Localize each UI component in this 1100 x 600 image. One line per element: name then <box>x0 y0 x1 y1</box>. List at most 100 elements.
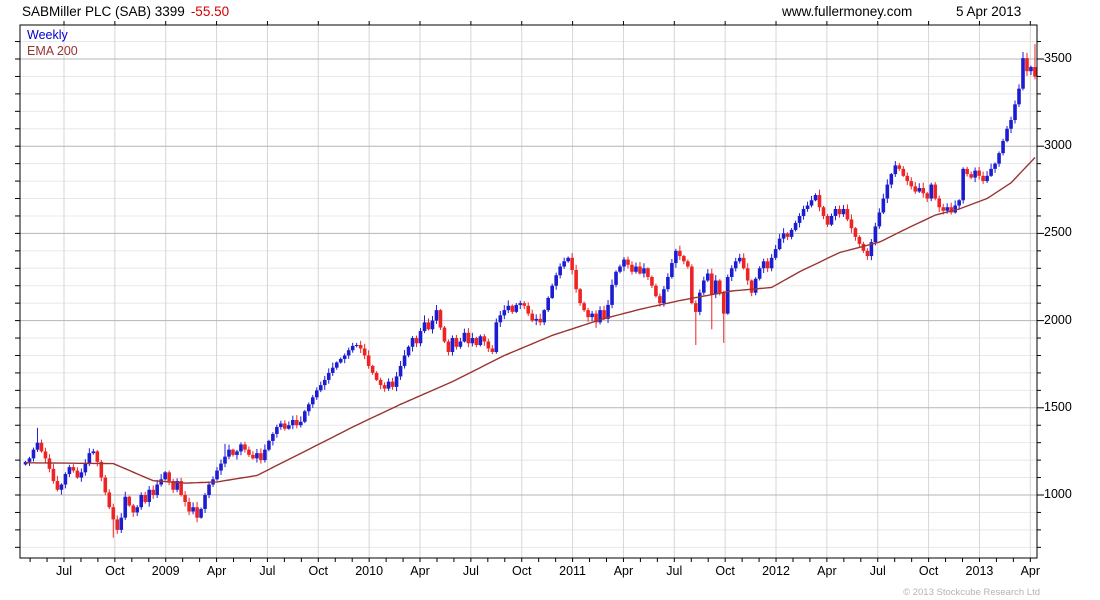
candle-body <box>410 338 415 347</box>
x-axis-label: Jul <box>869 564 886 578</box>
candle-body <box>881 198 886 213</box>
candle-body <box>949 207 953 213</box>
candle-body <box>466 332 471 344</box>
candle-body <box>87 453 92 464</box>
candle-body <box>1001 140 1005 154</box>
candle-body <box>662 289 666 304</box>
candle-body <box>737 257 742 262</box>
candle-body <box>562 261 566 267</box>
candle-body <box>977 170 981 176</box>
candle-body <box>75 470 80 478</box>
candle-body <box>945 207 949 211</box>
candle-body <box>933 184 938 199</box>
candle-body <box>670 263 674 277</box>
candle-body <box>865 250 870 257</box>
candle-body <box>618 266 622 272</box>
candle-body <box>526 305 531 314</box>
candle-body <box>326 372 331 380</box>
candle-body <box>470 338 475 344</box>
x-axis-label: Jul <box>259 564 276 578</box>
candle-body <box>123 496 128 518</box>
candle-body <box>602 310 606 319</box>
candle-body <box>749 280 754 293</box>
candle-body <box>849 219 854 229</box>
candle-body <box>925 193 930 199</box>
candle-body <box>929 184 934 199</box>
candle-body <box>614 271 618 285</box>
candle-body <box>901 168 906 176</box>
candle-body <box>179 481 183 495</box>
candle-body <box>590 313 594 318</box>
candle-body <box>989 168 993 176</box>
candle-body <box>462 332 467 342</box>
candle-body <box>642 268 646 274</box>
candle-body <box>785 233 790 237</box>
candle-body <box>837 208 842 215</box>
candle-body <box>63 474 68 485</box>
candle-body <box>630 264 634 272</box>
candle-body <box>941 207 945 211</box>
candle-body <box>594 313 598 323</box>
candle-body <box>394 376 399 387</box>
candle-body <box>107 492 112 508</box>
candle-body <box>51 468 56 482</box>
legend-timeframe: Weekly <box>27 28 68 42</box>
candle-body <box>518 303 523 305</box>
candle-body <box>809 200 814 206</box>
candle-body <box>506 305 511 311</box>
candle-body <box>757 268 762 279</box>
candle-body <box>953 205 957 213</box>
candle-body <box>909 181 914 187</box>
candle-body <box>346 350 351 356</box>
candle-body <box>801 208 806 216</box>
candle-body <box>426 322 431 330</box>
candle-body <box>91 451 96 454</box>
candle-body <box>733 261 738 269</box>
candle-body <box>322 379 327 386</box>
x-axis-label: Apr <box>1020 564 1041 578</box>
candle-body <box>299 421 303 426</box>
candle-body <box>167 472 171 482</box>
candle-body <box>59 484 64 490</box>
candle-body <box>350 345 355 351</box>
candle-body <box>354 345 359 347</box>
candle-body <box>450 338 455 352</box>
candle-body <box>538 318 543 323</box>
instrument-title: SABMiller PLC (SAB) 3399 -55.50 <box>22 4 229 19</box>
candle-body <box>490 348 495 352</box>
candle-body <box>111 507 116 520</box>
candle-body <box>494 322 499 352</box>
candle-body <box>937 198 942 208</box>
candle-body <box>235 451 239 455</box>
candle-body <box>378 379 383 386</box>
candle-body <box>279 423 283 427</box>
candle-body <box>713 280 718 295</box>
candle-body <box>694 303 698 312</box>
candle-body <box>781 233 786 239</box>
candle-body <box>793 222 798 230</box>
candle-body <box>139 495 144 508</box>
candle-body <box>1025 58 1029 72</box>
candle-body <box>259 453 263 461</box>
candle-body <box>55 481 60 490</box>
candle-body <box>438 310 443 328</box>
candle-body <box>207 484 211 495</box>
candle-body <box>119 517 124 530</box>
candle-body <box>27 458 32 462</box>
candle-body <box>705 273 710 281</box>
x-axis-label: Apr <box>206 564 227 578</box>
candle-body <box>729 268 734 277</box>
candle-body <box>534 318 539 321</box>
candle-body <box>709 273 714 295</box>
candle-body <box>143 495 147 502</box>
candle-body <box>622 259 626 267</box>
x-axis-label: Oct <box>715 564 735 578</box>
x-axis-label: 2012 <box>762 564 790 578</box>
candle-body <box>382 385 387 389</box>
candle-body <box>965 168 969 175</box>
candle-body <box>981 175 985 182</box>
candle-body <box>570 257 574 271</box>
candle-body <box>127 496 132 506</box>
candle-body <box>753 278 758 293</box>
